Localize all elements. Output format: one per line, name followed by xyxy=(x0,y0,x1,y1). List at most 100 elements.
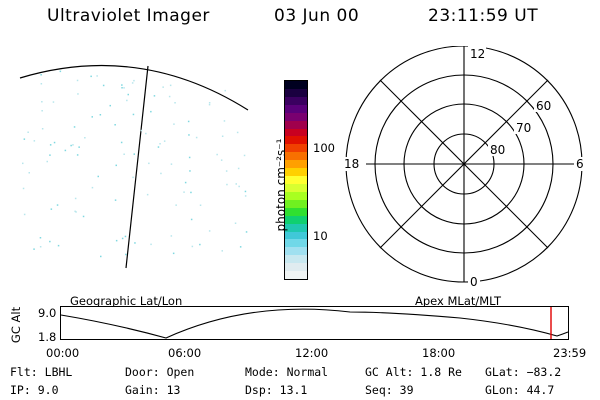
speckle-pixel xyxy=(127,93,129,96)
speckle-pixel xyxy=(175,204,177,206)
speckle-pixel xyxy=(75,211,77,213)
time-tick-0000: 00:00 xyxy=(46,346,80,360)
speckle-pixel xyxy=(235,183,237,185)
colorbar-band xyxy=(285,104,307,113)
speckle-pixel xyxy=(159,143,161,145)
speckle-pixel xyxy=(157,146,160,148)
colorbar-band xyxy=(285,144,307,153)
speckle-pixel xyxy=(49,240,51,243)
speckle-pixel xyxy=(90,75,92,78)
lat-label-60: 60 xyxy=(536,99,551,113)
speckle-pixel xyxy=(188,156,191,159)
colorbar-band xyxy=(285,120,307,129)
colorbar-band xyxy=(285,96,307,105)
colorbar-band xyxy=(285,168,307,177)
speckle-pixel xyxy=(59,70,62,73)
speckle-pixel xyxy=(223,120,226,122)
colorbar-band xyxy=(285,231,307,240)
speckle-pixel xyxy=(22,162,24,165)
param-filter: Flt: LBHL xyxy=(10,365,73,379)
param-gc-alt: GC Alt: 1.8 Re xyxy=(365,365,462,379)
speckle-pixel xyxy=(162,86,164,88)
speckle-pixel xyxy=(243,154,246,157)
speckle-pixel xyxy=(41,128,44,130)
speckle-pixel xyxy=(102,84,105,87)
speckle-pixel xyxy=(91,116,93,118)
speckle-pixel xyxy=(244,190,247,193)
speckle-pixel xyxy=(22,187,25,190)
speckle-pixel xyxy=(244,195,247,197)
speckle-pixel xyxy=(216,153,218,156)
colorbar-label: photon cm⁻²s⁻¹ xyxy=(274,138,288,232)
speckle-pixel xyxy=(115,164,117,167)
speckle-pixel xyxy=(131,82,134,84)
speckle-pixel xyxy=(133,153,135,155)
mlt-label-12: 12 xyxy=(470,47,485,61)
speckle-pixel xyxy=(170,163,173,165)
speckle-pixel xyxy=(78,146,80,148)
param-door: Door: Open xyxy=(125,365,195,379)
speckle-pixel xyxy=(234,222,237,224)
speckle-pixel xyxy=(121,84,123,86)
speckle-pixel xyxy=(52,101,55,103)
speckle-pixel xyxy=(96,75,98,77)
speckle-pixel xyxy=(173,123,175,125)
colorbar-band xyxy=(285,160,307,169)
colorbar-band xyxy=(285,255,307,264)
speckle-pixel xyxy=(70,144,72,147)
speckle-pixel xyxy=(146,193,149,196)
speckle-pixel xyxy=(160,172,162,175)
colorbar-band xyxy=(285,199,307,208)
colorbar xyxy=(284,80,308,280)
instrument-title: Ultraviolet Imager xyxy=(47,6,210,26)
param-ip: IP: 9.0 xyxy=(10,383,59,397)
speckle-pixel xyxy=(184,181,187,184)
colorbar-band xyxy=(285,152,307,161)
colorbar-tick-10: 10 xyxy=(313,229,328,243)
speckle-pixel xyxy=(245,231,248,233)
lat-label-70: 70 xyxy=(516,121,531,135)
altitude-plot xyxy=(60,306,569,340)
speckle-pixel xyxy=(132,176,134,179)
speckle-pixel xyxy=(40,83,43,85)
speckle-pixel xyxy=(236,131,239,134)
speckle-pixel xyxy=(199,243,201,246)
speckle-pixel xyxy=(153,95,156,97)
colorbar-band xyxy=(285,128,307,137)
image-speckles xyxy=(22,70,248,258)
time-tick-1800: 18:00 xyxy=(422,346,456,360)
speckle-pixel xyxy=(238,185,240,188)
speckle-pixel xyxy=(73,126,76,128)
param-gain: Gain: 13 xyxy=(125,383,181,397)
time-label: 23:11:59 UT xyxy=(428,6,539,26)
speckle-pixel xyxy=(33,248,35,250)
speckle-pixel xyxy=(115,239,118,242)
date-label: 03 Jun 00 xyxy=(274,6,360,26)
altitude-ytick-low: 1.8 xyxy=(38,330,57,344)
speckle-pixel xyxy=(140,129,143,132)
speckle-pixel xyxy=(97,175,99,178)
altitude-ylabel: GC Alt xyxy=(9,306,23,344)
speckle-pixel xyxy=(56,204,59,206)
colorbar-band xyxy=(285,183,307,192)
speckle-pixel xyxy=(114,199,117,201)
speckle-pixel xyxy=(72,144,74,146)
polar-grid: 12 18 6 0 60 70 80 xyxy=(342,46,586,289)
speckle-pixel xyxy=(39,246,42,248)
speckle-pixel xyxy=(191,245,194,248)
speckle-pixel xyxy=(40,74,42,76)
speckle-pixel xyxy=(150,243,152,246)
param-dsp: Dsp: 13.1 xyxy=(245,383,308,397)
param-glat: GLat: −83.2 xyxy=(485,365,562,379)
speckle-pixel xyxy=(57,244,60,247)
speckle-pixel xyxy=(174,102,176,104)
speckle-pixel xyxy=(91,186,94,189)
speckle-pixel xyxy=(183,191,185,193)
speckle-pixel xyxy=(208,103,211,106)
speckle-pixel xyxy=(124,235,127,238)
speckle-pixel xyxy=(220,159,223,161)
speckle-pixel xyxy=(172,252,175,255)
time-tick-0600: 06:00 xyxy=(168,346,202,360)
speckle-pixel xyxy=(169,84,172,87)
speckle-pixel xyxy=(221,250,223,252)
